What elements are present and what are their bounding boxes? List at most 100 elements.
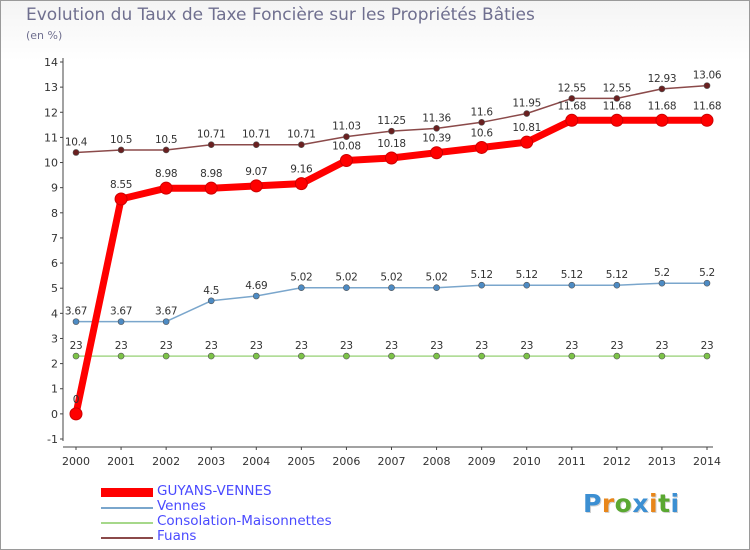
y-tick-label: 10 [44,157,58,170]
point-vennes [568,281,576,289]
data-label-consolation-maisonnettes: 23 [656,340,669,352]
x-tick-label: 2000 [62,455,90,468]
data-label-vennes: 5.02 [290,272,312,284]
point-guyans-vennes [610,113,624,127]
chart-title: Evolution du Taux de Taxe Foncière sur l… [26,5,535,25]
data-label-fuans: 10.71 [242,129,271,141]
x-tick-label: 2004 [242,455,270,468]
point-guyans-vennes [565,113,579,127]
point-vennes [433,284,440,291]
data-label-guyans-vennes: 11.68 [693,100,722,112]
data-label-consolation-maisonnettes: 23 [340,340,353,352]
data-label-vennes: 5.2 [699,267,715,279]
data-label-consolation-maisonnettes: 23 [430,340,443,352]
point-vennes [478,281,485,289]
x-tick-label: 2014 [693,455,721,468]
point-fuans [703,82,711,89]
point-consolation-maisonnettes [207,352,215,360]
data-label-guyans-vennes: 0 [73,394,79,406]
y-tick-label: -1 [47,433,58,446]
legend-swatch [101,488,153,497]
y-tick-label: 12 [44,106,58,119]
data-label-guyans-vennes: 10.08 [332,141,361,153]
point-consolation-maisonnettes [658,352,666,360]
data-label-consolation-maisonnettes: 23 [160,340,173,352]
x-tick-label: 2007 [378,455,406,468]
point-guyans-vennes [655,113,669,127]
data-label-vennes: 3.67 [65,306,87,318]
point-fuans [117,146,125,154]
x-tick-label: 2005 [287,455,315,468]
data-label-vennes: 5.02 [380,272,402,284]
point-vennes [207,297,215,305]
data-label-vennes: 4.5 [203,285,219,297]
data-label-guyans-vennes: 11.68 [558,100,587,112]
data-label-guyans-vennes: 11.68 [648,100,677,112]
point-vennes [703,279,711,287]
data-label-guyans-vennes: 11.68 [603,100,632,112]
brand-letter: o [614,489,633,518]
point-guyans-vennes [159,181,173,195]
data-label-vennes: 5.02 [425,272,447,284]
point-consolation-maisonnettes [568,352,576,360]
y-tick-label: 4 [51,307,58,320]
data-label-consolation-maisonnettes: 23 [475,340,488,352]
data-label-fuans: 12.55 [603,82,632,94]
x-tick-label: 2009 [468,455,496,468]
data-label-consolation-maisonnettes: 23 [701,340,714,352]
data-label-guyans-vennes: 9.07 [245,166,267,178]
data-label-guyans-vennes: 9.16 [290,164,313,176]
point-vennes [72,318,80,325]
point-guyans-vennes [385,151,398,165]
y-tick-label: 0 [51,408,58,421]
point-consolation-maisonnettes [478,352,485,360]
data-label-fuans: 12.55 [558,82,587,94]
point-consolation-maisonnettes [703,352,711,360]
data-label-vennes: 5.12 [606,269,628,281]
point-guyans-vennes [475,140,489,154]
x-tick-label: 2013 [648,455,676,468]
point-fuans [478,119,485,126]
proxiti-logo: Proxiti [583,489,680,518]
point-vennes [613,281,621,289]
chart-subtitle: (en %) [26,29,63,42]
point-vennes [162,318,170,325]
y-tick-label: 13 [44,81,58,94]
point-fuans [343,133,350,140]
data-label-guyans-vennes: 10.81 [512,122,541,134]
point-fuans [613,95,621,102]
data-label-consolation-maisonnettes: 23 [205,340,218,352]
point-consolation-maisonnettes [117,352,125,360]
x-tick-label: 2002 [152,455,180,468]
point-consolation-maisonnettes [162,352,170,360]
point-guyans-vennes [520,135,534,149]
data-label-guyans-vennes: 10.18 [377,138,406,150]
data-label-fuans: 11.95 [512,98,541,110]
data-label-guyans-vennes: 8.98 [200,168,222,180]
data-label-fuans: 11.03 [332,121,361,133]
point-consolation-maisonnettes [523,352,531,360]
x-tick-label: 2012 [603,455,631,468]
point-fuans [523,110,531,117]
data-label-consolation-maisonnettes: 23 [115,340,128,352]
point-consolation-maisonnettes [613,352,621,360]
data-label-fuans: 10.4 [65,136,88,148]
point-fuans [658,85,666,93]
brand-letter: t [658,489,671,518]
data-label-guyans-vennes: 10.39 [422,133,451,145]
point-consolation-maisonnettes [388,352,395,360]
point-guyans-vennes [430,146,444,160]
point-fuans [162,146,170,154]
y-tick-label: 5 [51,282,58,295]
point-fuans [433,125,440,132]
y-tick-label: 3 [51,332,58,345]
data-label-vennes: 5.12 [561,269,583,281]
y-tick-label: 6 [51,257,58,270]
point-vennes [388,284,395,291]
point-guyans-vennes [339,154,353,168]
data-label-fuans: 10.71 [197,129,226,141]
point-guyans-vennes [114,192,128,206]
data-label-consolation-maisonnettes: 23 [70,340,83,352]
